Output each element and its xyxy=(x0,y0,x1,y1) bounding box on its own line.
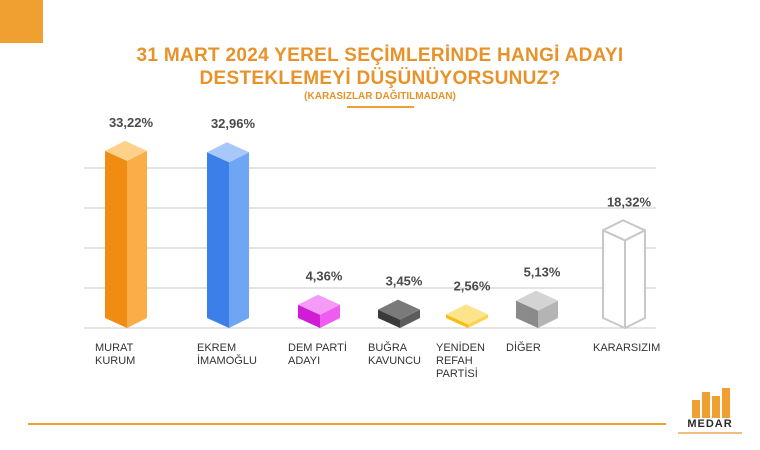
bar-4 xyxy=(378,299,420,328)
bar-top-face xyxy=(207,142,249,163)
bar-side-face xyxy=(400,309,420,328)
category-label-line: BUĞRA xyxy=(368,342,408,354)
chart-title-line2: DESTEKLEMEYİ DÜŞÜNÜYORSUNUZ? xyxy=(199,68,561,89)
category-label: MURAT KURUM xyxy=(95,342,185,368)
bar-front-face xyxy=(207,152,229,328)
bar-side-face xyxy=(127,150,147,328)
medar-logo-icon xyxy=(692,388,730,418)
bar-1 xyxy=(105,140,147,328)
bar-top-face xyxy=(378,299,420,320)
bar-3 xyxy=(298,294,340,328)
bar-2 xyxy=(207,142,249,328)
chart-subtitle: (KARASIZLAR DAĞITILMADAN) xyxy=(304,91,456,102)
category-label-line: KURUM xyxy=(95,355,136,367)
chart-title-line1: 31 MART 2024 YEREL SEÇİMLERİNDE HANGİ AD… xyxy=(136,45,624,66)
bar-side-face xyxy=(624,229,646,329)
category-label-line: MURAT xyxy=(95,342,134,354)
category-label-line: DİĞER xyxy=(506,342,541,354)
data-label: 3,45% xyxy=(386,274,423,289)
data-label: 32,96% xyxy=(211,116,256,131)
bar-5 xyxy=(446,304,488,328)
logo-tagline-rule xyxy=(678,432,742,434)
bar-side-face xyxy=(320,304,340,328)
title-underline xyxy=(347,106,414,108)
category-label: YENİDEN REFAH PARTİSİ xyxy=(436,342,526,381)
bar-front-face xyxy=(446,314,468,328)
category-label-line: DEM PARTİ xyxy=(288,342,347,354)
category-label: DEM PARTİ ADAYI xyxy=(288,342,378,368)
logo-wordmark: MEDAR xyxy=(687,418,733,430)
category-label: EKREM İMAMOĞLU xyxy=(197,342,287,368)
bar-top-face xyxy=(105,140,147,161)
bar-top-face xyxy=(446,304,488,325)
category-label-line: PARTİSİ xyxy=(436,368,478,380)
category-label-line: REFAH xyxy=(436,355,473,367)
bar-top-face xyxy=(516,290,558,311)
bar-side-face xyxy=(468,314,488,328)
category-label-line: YENİDEN xyxy=(436,342,485,354)
category-label-line: İMAMOĞLU xyxy=(197,355,257,367)
category-label-line: KARARSIZIM xyxy=(593,342,661,354)
data-label: 5,13% xyxy=(524,265,561,280)
bar-side-face xyxy=(538,300,558,328)
category-label: BUĞRA KAVUNCU xyxy=(368,342,458,368)
bar-front-face xyxy=(602,229,626,329)
data-label: 2,56% xyxy=(454,278,491,293)
data-label: 18,32% xyxy=(607,194,652,209)
bar-front-face xyxy=(298,304,320,328)
category-label: KARARSIZIM xyxy=(593,342,683,355)
bar-front-face xyxy=(105,150,127,328)
bar-6 xyxy=(516,290,558,328)
bar-front-face xyxy=(378,309,400,328)
data-label: 33,22% xyxy=(109,115,154,130)
bar-top-face xyxy=(298,294,340,315)
category-label: DİĞER xyxy=(506,342,596,355)
footer-divider xyxy=(28,423,666,425)
bar-7 xyxy=(602,219,646,329)
bar-side-face xyxy=(229,152,249,328)
category-label-line: EKREM xyxy=(197,342,237,354)
bar-top-face xyxy=(602,219,646,242)
category-label-line: ADAYI xyxy=(288,355,321,367)
corner-accent xyxy=(0,0,43,43)
data-label: 4,36% xyxy=(306,269,343,284)
category-label-line: KAVUNCU xyxy=(368,355,421,367)
bar-front-face xyxy=(516,300,538,328)
